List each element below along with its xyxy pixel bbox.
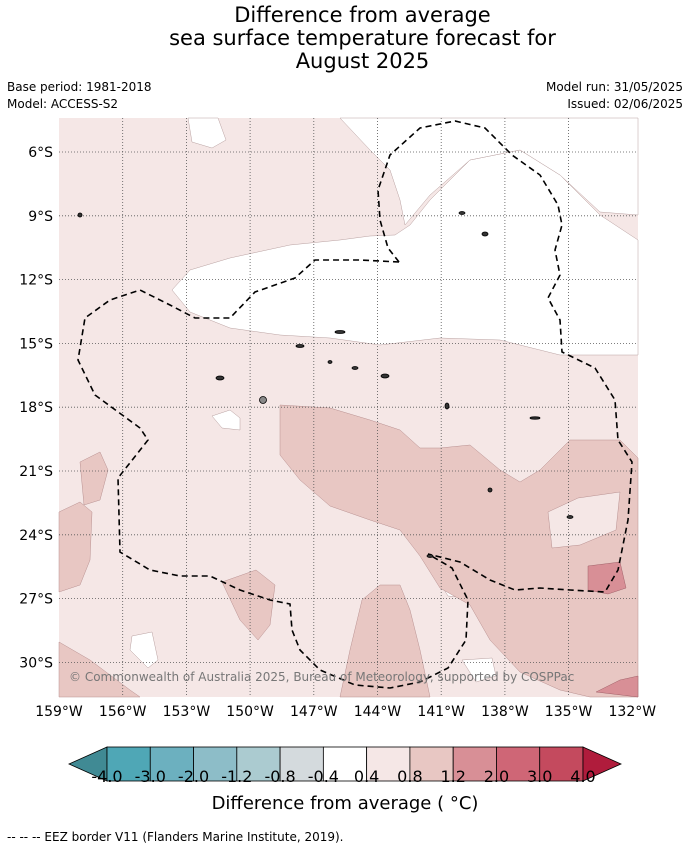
colorbar-tick-label: -2.0 xyxy=(178,767,209,786)
warm-region-southcentral xyxy=(221,569,276,641)
island-marker xyxy=(327,360,333,364)
colorbar-tick-label: -0.8 xyxy=(264,767,295,786)
warm-region-southwest xyxy=(58,641,141,698)
colorbar-segment xyxy=(279,746,324,782)
lon-tick-label: 147°W xyxy=(290,704,338,720)
colorbar-tick-label: 0.4 xyxy=(354,767,379,786)
eez-border-west xyxy=(77,259,469,689)
colorbar-tick-label: 0.8 xyxy=(397,767,422,786)
eez-footnote: -- -- -- EEZ border V11 (Flanders Marine… xyxy=(7,830,344,844)
lon-tick-label: 144°W xyxy=(354,704,402,720)
colorbar-tick-label: -4.0 xyxy=(91,767,122,786)
island-marker xyxy=(529,416,541,420)
colorbar: -4.0 -3.0 -2.0 -1.2 -0.8 -0.4 0.4 0.8 1.2 2.0 3.0 4… xyxy=(68,746,622,786)
island-marker xyxy=(426,554,434,558)
colorbar-segment xyxy=(496,746,541,782)
lat-tick-label: 21°S xyxy=(19,464,53,480)
lon-tick-label: 156°W xyxy=(99,704,147,720)
island-marker xyxy=(380,373,390,379)
colorbar-tick-label: -3.0 xyxy=(135,767,166,786)
lon-tick-label: 153°W xyxy=(163,704,211,720)
neutral-patch-south xyxy=(461,657,497,683)
longitude-labels: 159°W 156°W 153°W 150°W 147°W 144°W 141°W 138°W… xyxy=(35,704,656,720)
island-marker xyxy=(334,330,346,334)
island-marker xyxy=(77,212,83,218)
meta-left: Base period: 1981-2018 Model: ACCESS-S2 xyxy=(7,79,152,113)
colorbar-arrow-high xyxy=(582,746,622,782)
warm-region-south xyxy=(339,584,431,698)
light-patch-east xyxy=(547,491,621,549)
colorbar-tick-label: -0.4 xyxy=(308,767,339,786)
model-run: Model run: 31/05/2025 xyxy=(545,80,683,94)
latitude-labels: 6°S 9°S 12°S 15°S 18°S 21°S 24°S 27°S 30°S xyxy=(19,145,53,671)
lon-tick-label: 132°W xyxy=(609,704,657,720)
lat-tick-label: 18°S xyxy=(19,400,53,416)
title-line-1: Difference from average xyxy=(234,3,491,27)
island-marker xyxy=(351,366,359,370)
colorbar-tick-label: 2.0 xyxy=(484,767,509,786)
colorbar-segment xyxy=(452,746,497,782)
neutral-region-north xyxy=(171,149,639,356)
island-marker xyxy=(566,515,574,519)
hot-patch-southeast xyxy=(587,561,627,595)
islands xyxy=(77,211,574,558)
neutral-patch-topleft xyxy=(187,117,227,149)
colorbar-tick-label: -1.2 xyxy=(221,767,252,786)
island-marker xyxy=(259,396,267,404)
lon-tick-label: 135°W xyxy=(545,704,593,720)
lat-tick-label: 6°S xyxy=(28,145,53,161)
colorbar-segment xyxy=(539,746,584,782)
title-line-2: sea surface temperature forecast for xyxy=(169,26,556,50)
island-marker xyxy=(458,211,466,215)
base-period: Base period: 1981-2018 xyxy=(7,80,152,94)
lon-tick-label: 159°W xyxy=(35,704,83,720)
map-gridlines xyxy=(59,118,638,697)
island-marker xyxy=(481,231,489,237)
map-title: Difference from average sea surface temp… xyxy=(0,4,690,73)
lat-tick-label: 9°S xyxy=(28,209,53,225)
colorbar-segment xyxy=(366,746,411,782)
colorbar-tick-label: 4.0 xyxy=(570,767,595,786)
lat-tick-label: 12°S xyxy=(19,273,53,289)
warm-region-west-small xyxy=(79,451,109,506)
issued-date: Issued: 02/06/2025 xyxy=(567,97,683,111)
neutral-patch-west xyxy=(211,409,241,431)
warm-region-west xyxy=(58,501,93,593)
lon-tick-label: 141°W xyxy=(417,704,465,720)
title-line-3: August 2025 xyxy=(295,49,430,73)
colorbar-segment xyxy=(322,746,368,782)
lat-tick-label: 24°S xyxy=(19,528,53,544)
colorbar-segment xyxy=(106,746,151,782)
copyright-notice: © Commonwealth of Australia 2025, Bureau… xyxy=(69,670,574,684)
island-marker xyxy=(487,487,493,493)
neutral-region-top xyxy=(339,117,639,226)
model-name: Model: ACCESS-S2 xyxy=(7,97,119,111)
hot-patch-corner xyxy=(595,675,639,698)
map-panel: © Commonwealth of Australia 2025, Bureau… xyxy=(58,117,639,698)
neutral-patch-southwest xyxy=(129,631,159,669)
island-marker xyxy=(444,402,450,410)
colorbar-tick-label: 1.2 xyxy=(440,767,465,786)
lat-tick-label: 15°S xyxy=(19,336,53,352)
lon-tick-label: 138°W xyxy=(481,704,529,720)
colorbar-tick-label: 3.0 xyxy=(527,767,552,786)
meta-right: Model run: 31/05/2025 Issued: 02/06/2025 xyxy=(546,79,683,113)
colorbar-segment xyxy=(193,746,238,782)
lat-tick-label: 30°S xyxy=(19,655,53,671)
colorbar-label: Difference from average ( °C) xyxy=(211,793,479,814)
island-marker xyxy=(295,344,305,348)
lat-tick-label: 27°S xyxy=(19,592,53,608)
colorbar-segment xyxy=(149,746,194,782)
lon-tick-label: 150°W xyxy=(226,704,274,720)
island-marker xyxy=(215,375,225,381)
